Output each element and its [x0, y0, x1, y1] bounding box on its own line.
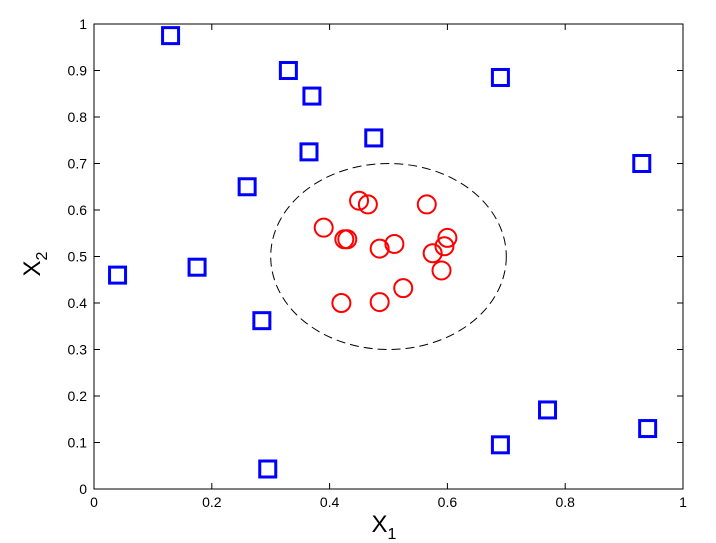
- plot-area-frame: [93, 23, 684, 490]
- x-tick-label: 0.2: [202, 494, 222, 510]
- y-tick-label: 0.8: [68, 109, 88, 125]
- square-point: [258, 459, 278, 479]
- x-tick-label: 0.6: [438, 494, 458, 510]
- axis-ticks: 0 0.2 0.4 0.6 0.8 1 0 0.1 0.2 0.3 0.4 0.5 0.6 0.7 0.8 0…: [68, 16, 688, 510]
- x-axis-label-main: X: [372, 511, 388, 538]
- square-point: [302, 86, 322, 106]
- circle-point: [369, 238, 390, 259]
- y-tick-label: 0.5: [68, 249, 88, 265]
- square-point: [108, 265, 128, 285]
- y-tick-label: 0.3: [68, 342, 88, 358]
- y-tick-label: 0.7: [68, 156, 88, 172]
- decision-boundary: [270, 163, 507, 350]
- circle-point: [434, 236, 455, 257]
- circle-point: [313, 217, 334, 238]
- y-axis-label: X2: [19, 251, 51, 276]
- square-point: [632, 154, 652, 173]
- circle-point: [349, 190, 370, 211]
- circle-point: [384, 233, 405, 254]
- square-point: [278, 61, 298, 80]
- circle-point: [331, 293, 352, 313]
- x-tick-label: 0.4: [320, 494, 340, 510]
- square-point: [299, 142, 319, 162]
- circle-point: [393, 278, 414, 299]
- square-point: [638, 419, 658, 439]
- y-tick-label: 0: [79, 481, 87, 497]
- y-tick-label: 0.9: [68, 63, 88, 79]
- circle-point: [369, 292, 390, 313]
- x-tick-label: 0.8: [555, 494, 575, 510]
- x-axis-label: X1: [372, 511, 397, 543]
- y-tick-label: 0.2: [68, 388, 88, 404]
- square-point: [187, 257, 207, 277]
- square-point: [252, 311, 272, 331]
- y-axis-label-subscript: 2: [34, 251, 51, 260]
- circle-point: [437, 227, 458, 248]
- square-point: [490, 435, 510, 455]
- y-tick-label: 1: [79, 16, 87, 32]
- square-point: [538, 400, 558, 420]
- y-tick-label: 0.6: [68, 202, 88, 218]
- square-point: [364, 128, 384, 148]
- y-tick-label: 0.1: [68, 435, 88, 451]
- data-points: [108, 26, 658, 479]
- square-point: [237, 177, 257, 197]
- square-point: [490, 67, 510, 87]
- y-axis-label-main: X: [19, 260, 46, 276]
- circle-point: [416, 194, 437, 215]
- x-tick-label: 1: [679, 494, 687, 510]
- square-point: [161, 26, 181, 46]
- circle-point: [337, 229, 358, 250]
- x-tick-label: 0: [90, 494, 98, 510]
- boundary-ellipse: [270, 163, 507, 350]
- circle-point: [422, 243, 443, 264]
- x-axis-label-subscript: 1: [388, 526, 397, 543]
- circle-point: [431, 260, 452, 281]
- circle-point: [357, 194, 378, 215]
- y-tick-label: 0.4: [68, 295, 88, 311]
